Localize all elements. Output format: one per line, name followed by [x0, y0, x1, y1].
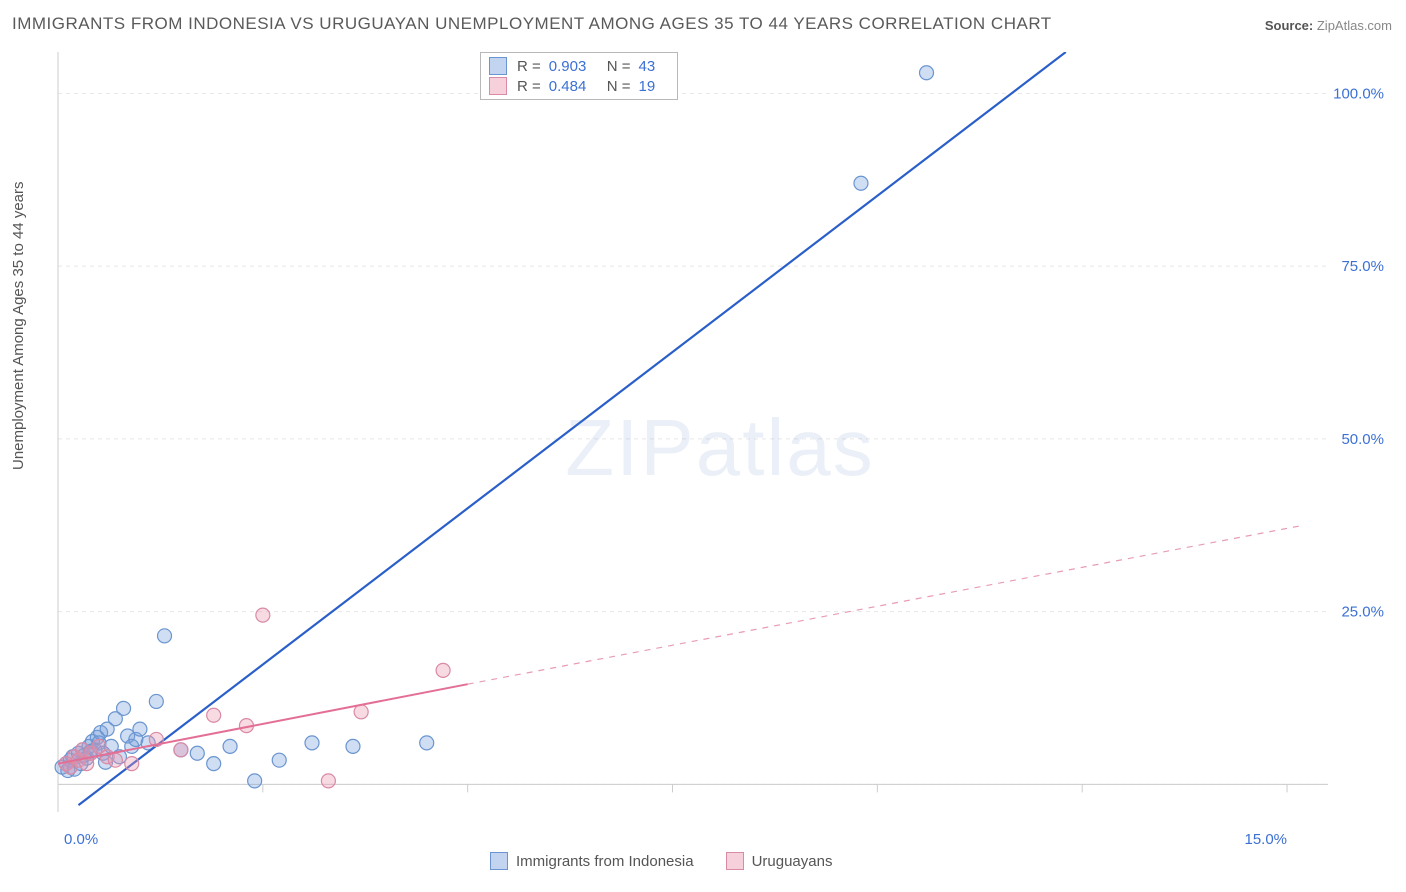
chart-svg: 25.0% 50.0% 75.0% 100.0% 0.0% 15.0% — [50, 48, 1390, 848]
legend-label: Uruguayans — [752, 853, 833, 870]
r-value: 0.903 — [549, 58, 597, 75]
legend-label: Immigrants from Indonesia — [516, 853, 694, 870]
n-value: 43 — [639, 58, 665, 75]
legend-swatch — [726, 852, 744, 870]
legend-swatch — [489, 77, 507, 95]
chart-title: IMMIGRANTS FROM INDONESIA VS URUGUAYAN U… — [12, 14, 1052, 34]
legend-item: Uruguayans — [726, 852, 833, 870]
n-label: N = — [607, 58, 631, 75]
legend-item: Immigrants from Indonesia — [490, 852, 694, 870]
stats-legend-row: R = 0.484 N = 19 — [489, 77, 665, 95]
r-value: 0.484 — [549, 78, 597, 95]
svg-text:75.0%: 75.0% — [1341, 258, 1384, 275]
legend-swatch — [490, 852, 508, 870]
stats-legend-box: R = 0.903 N = 43 R = 0.484 N = 19 — [480, 52, 678, 100]
svg-text:15.0%: 15.0% — [1244, 831, 1287, 848]
n-label: N = — [607, 78, 631, 95]
r-label: R = — [517, 58, 541, 75]
svg-text:50.0%: 50.0% — [1341, 431, 1384, 448]
series-legend: Immigrants from Indonesia Uruguayans — [490, 852, 832, 870]
r-label: R = — [517, 78, 541, 95]
source-value: ZipAtlas.com — [1317, 18, 1392, 33]
svg-text:25.0%: 25.0% — [1341, 604, 1384, 621]
source-label: Source: — [1265, 18, 1313, 33]
chart-plot-area: 25.0%50.0%75.0%100.0%0.0%15.0% ZIPatlas — [50, 48, 1390, 848]
n-value: 19 — [639, 78, 665, 95]
y-axis-label: Unemployment Among Ages 35 to 44 years — [10, 181, 27, 470]
svg-text:0.0%: 0.0% — [64, 831, 98, 848]
source-attribution: Source: ZipAtlas.com — [1265, 18, 1392, 33]
legend-swatch — [489, 57, 507, 75]
svg-text:100.0%: 100.0% — [1333, 85, 1384, 102]
stats-legend-row: R = 0.903 N = 43 — [489, 57, 665, 75]
